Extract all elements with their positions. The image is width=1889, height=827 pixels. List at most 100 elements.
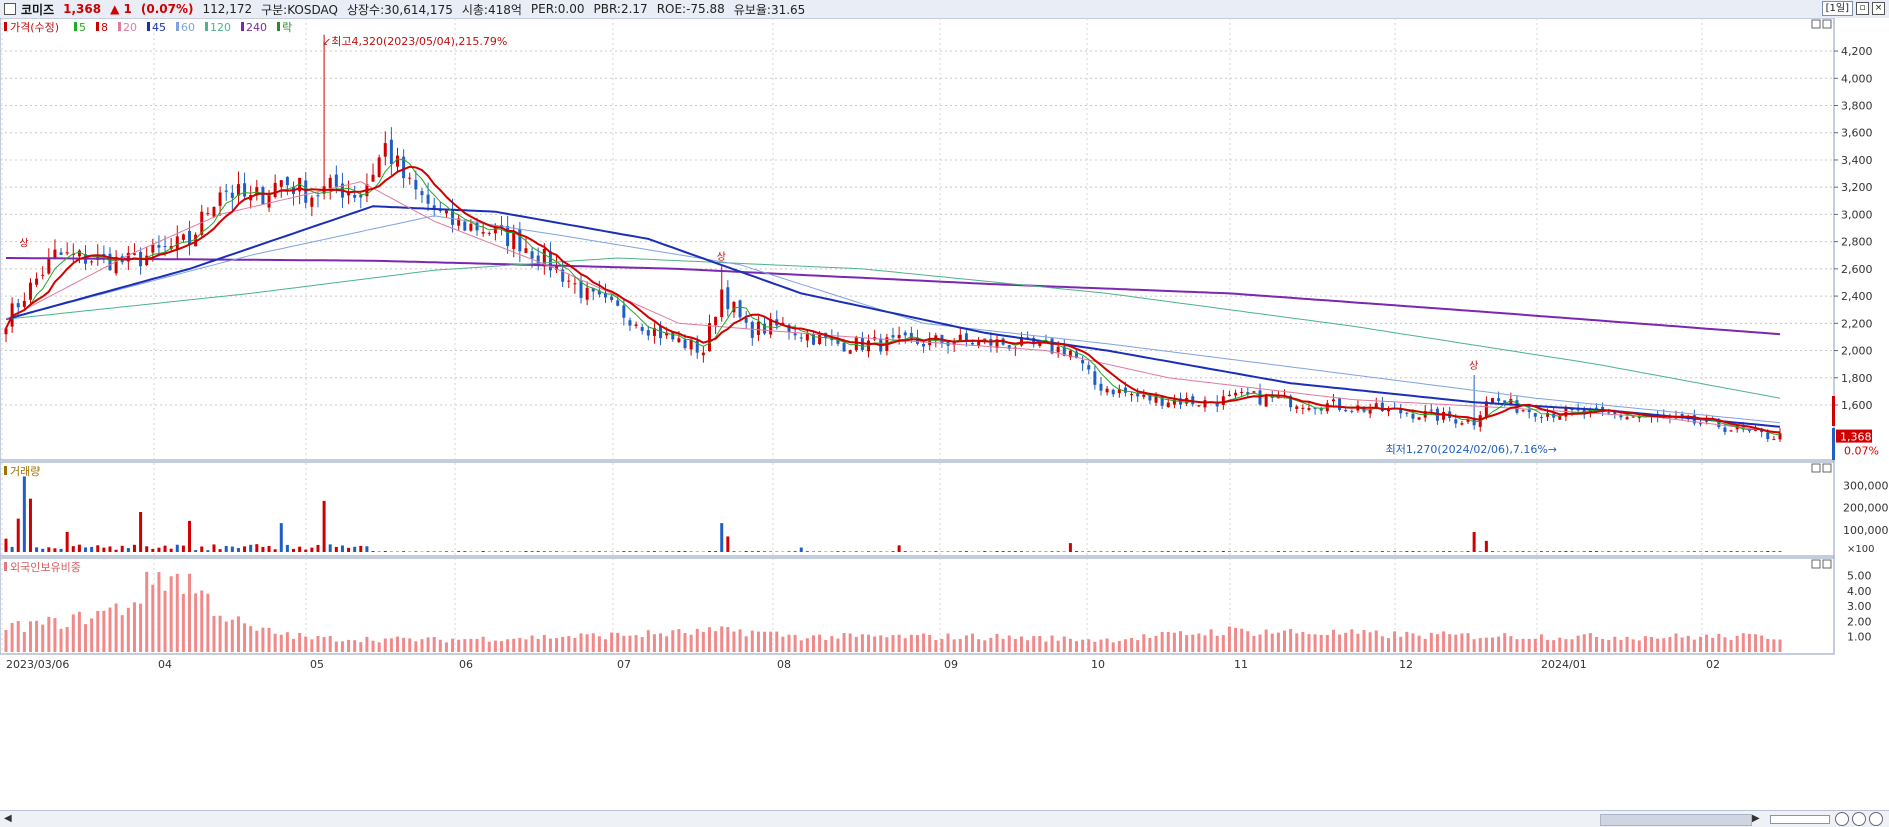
candle-body: [243, 183, 246, 196]
foreign-bar: [35, 621, 38, 652]
current-price: 1,368: [63, 2, 101, 16]
volume-bar: [1069, 543, 1072, 552]
candle-body: [304, 181, 307, 203]
period-button[interactable]: [1일]: [1822, 1, 1853, 16]
horizontal-scrollbar[interactable]: ◀ ▶: [0, 810, 1889, 827]
foreign-bar: [1693, 640, 1696, 652]
volume-bar: [849, 551, 852, 552]
volume-bar: [1424, 551, 1427, 552]
foreign-bar: [1142, 634, 1145, 652]
candle-body: [1087, 365, 1090, 369]
volume-bar: [1038, 551, 1041, 552]
volume-bar: [365, 546, 368, 552]
foreign-bar: [200, 590, 203, 652]
foreign-bar: [1051, 636, 1054, 652]
foreign-bar: [1026, 640, 1029, 652]
volume-bar: [794, 551, 797, 552]
candle-body: [66, 252, 69, 253]
volume-bar: [84, 547, 87, 552]
upper-limit-marker: 상: [717, 251, 726, 263]
candle-body: [794, 333, 797, 335]
foreign-bar: [1112, 642, 1115, 652]
candle-body: [1772, 439, 1775, 440]
volume-bar: [867, 551, 870, 552]
maximize-icon[interactable]: ▫: [1856, 2, 1869, 15]
foreign-bar: [145, 572, 148, 652]
volume-bar: [549, 551, 552, 552]
volume-bar: [1350, 551, 1353, 552]
foreign-bar: [427, 637, 430, 652]
foreign-bar: [1326, 635, 1329, 652]
candle-body: [726, 287, 729, 309]
zoom-reset-icon[interactable]: [1852, 812, 1866, 826]
foreign-bar: [1687, 636, 1690, 652]
scroll-thumb[interactable]: [1600, 814, 1752, 826]
volume-bar: [219, 549, 222, 552]
volume-bar: [1717, 551, 1720, 552]
scroll-left-icon[interactable]: ◀: [4, 813, 12, 824]
volume-bar: [1632, 551, 1635, 552]
candle-body: [1730, 430, 1733, 431]
candle-body: [1161, 396, 1164, 406]
candle-body: [1240, 392, 1243, 393]
candle-body: [29, 283, 32, 300]
candle-body: [1497, 398, 1500, 401]
panel-checkbox[interactable]: [4, 3, 16, 15]
foreign-bar: [1387, 638, 1390, 652]
foreign-bar: [1210, 629, 1213, 652]
foreign-bar: [1265, 630, 1268, 652]
volume-bar: [592, 551, 595, 552]
foreign-bar: [1271, 634, 1274, 652]
volume-bar: [427, 551, 430, 552]
foreign-bar: [720, 626, 723, 652]
volume-bar: [1014, 551, 1017, 552]
upper-limit-marker: 상: [1469, 360, 1478, 372]
volume-bar: [1613, 551, 1616, 552]
candle-body: [212, 207, 215, 217]
volume-bar: [622, 551, 625, 552]
volume-bar: [714, 551, 717, 552]
date-tick-label: 02: [1706, 658, 1720, 671]
volume-bar: [1460, 551, 1463, 552]
foreign-bar: [476, 639, 479, 652]
volume-bar: [1736, 551, 1739, 552]
volume-bar: [457, 551, 460, 552]
foreign-bar: [237, 616, 240, 652]
volume-bar: [855, 551, 858, 552]
volume-bar: [439, 551, 442, 552]
candle-body: [690, 340, 693, 350]
volume-bar: [1436, 551, 1439, 552]
foreign-bar: [1307, 634, 1310, 652]
candle-body: [610, 297, 613, 300]
close-icon[interactable]: ×: [1872, 2, 1885, 15]
foreign-bar: [677, 629, 680, 652]
candle-body: [274, 183, 277, 197]
stock-name[interactable]: 코미즈: [21, 1, 54, 18]
foreign-bar: [72, 614, 75, 652]
volume-bar: [1295, 551, 1298, 552]
volume-bar: [720, 523, 723, 552]
foreign-bar: [653, 634, 656, 652]
stock-chart[interactable]: 1,6001,8002,0002,2002,4002,6002,8003,000…: [0, 18, 1889, 810]
foreign-tick-label: 1.00: [1847, 631, 1872, 644]
foreign-bar: [170, 576, 173, 652]
candle-body: [445, 211, 448, 214]
volume-bar: [1442, 551, 1445, 552]
candle-body: [225, 191, 228, 192]
foreign-bar: [298, 633, 301, 652]
zoom-out-icon[interactable]: [1835, 812, 1849, 826]
volume-bar: [335, 547, 338, 552]
candle-body: [420, 191, 423, 195]
market-type: 구분:KOSDAQ: [261, 1, 338, 18]
low-price-note: 최저1,270(2024/02/06),7.16%→: [1386, 443, 1557, 456]
scroll-right-icon[interactable]: ▶: [1752, 813, 1760, 824]
zoom-slider[interactable]: [1770, 815, 1830, 824]
foreign-bar: [1093, 642, 1096, 652]
foreign-bar: [316, 636, 319, 652]
volume-bar: [66, 532, 69, 552]
foreign-bar: [812, 635, 815, 652]
candle-body: [922, 344, 925, 347]
zoom-in-icon[interactable]: [1869, 812, 1883, 826]
foreign-bar: [323, 637, 326, 652]
candle-body: [482, 232, 485, 234]
